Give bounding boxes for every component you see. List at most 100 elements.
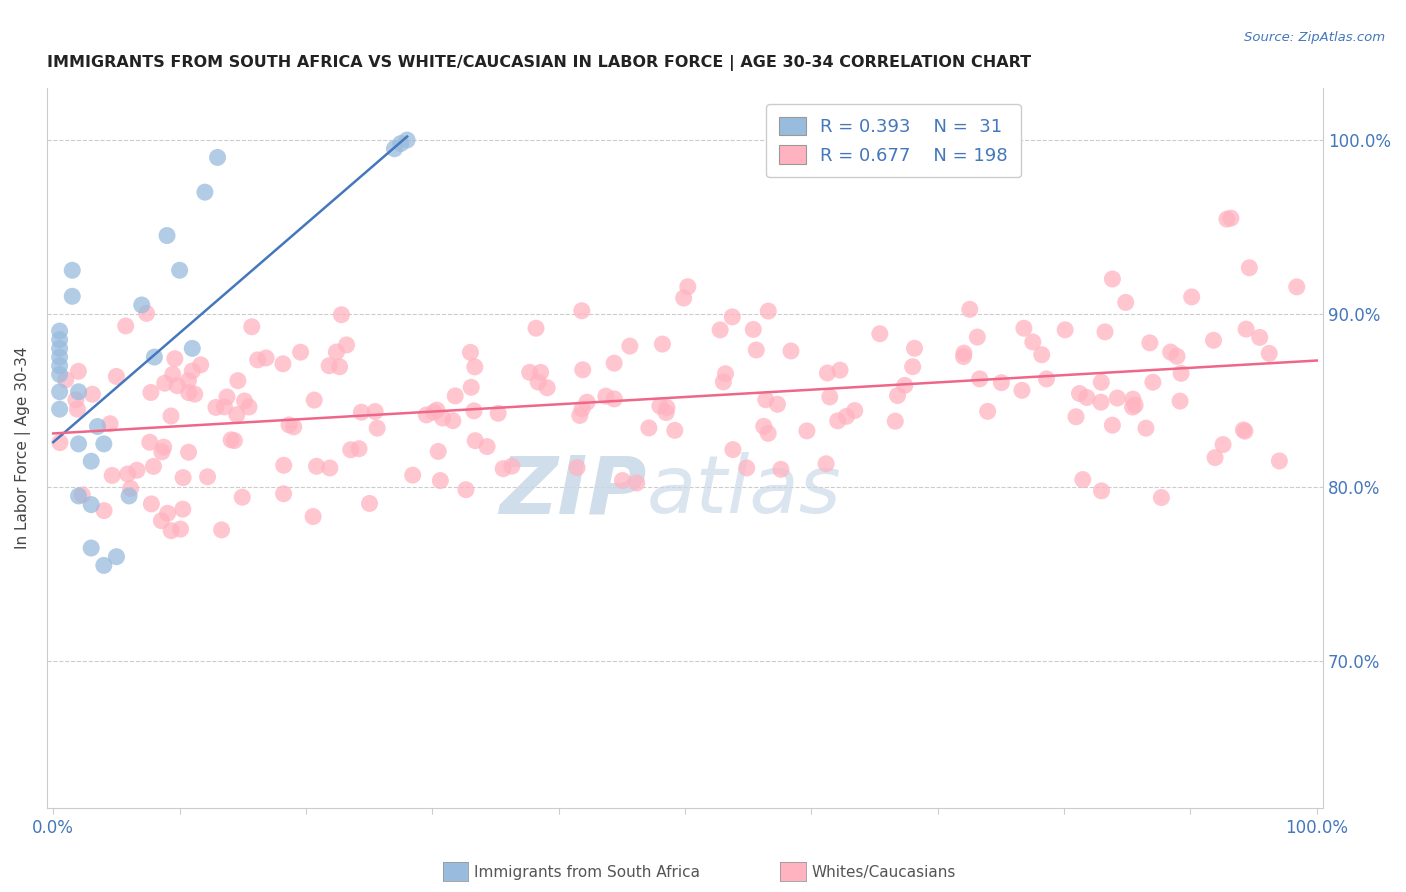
Point	[86, 419, 108, 434]
Point	[80, 541, 103, 555]
Point	[626, 475, 648, 490]
Point	[571, 363, 593, 377]
Legend: R = 0.393    N =  31, R = 0.677    N = 198: R = 0.393 N = 31, R = 0.677 N = 198	[766, 104, 1021, 178]
Point	[571, 401, 593, 416]
Point	[215, 390, 238, 404]
Point	[143, 350, 166, 364]
Point	[169, 522, 191, 536]
Point	[959, 302, 981, 317]
Point	[254, 351, 277, 365]
Point	[184, 387, 207, 401]
Point	[225, 408, 247, 422]
Point	[827, 414, 849, 428]
Point	[48, 402, 70, 417]
Point	[1170, 367, 1192, 381]
Point	[1090, 376, 1112, 390]
Point	[486, 406, 509, 420]
Point	[1239, 260, 1261, 275]
Point	[162, 368, 184, 382]
Point	[990, 376, 1012, 390]
Point	[172, 502, 194, 516]
Point	[756, 304, 779, 318]
Point	[396, 133, 419, 147]
Point	[1064, 409, 1087, 424]
Point	[817, 366, 839, 380]
Point	[117, 467, 139, 481]
Point	[347, 442, 370, 456]
Point	[709, 323, 731, 337]
Point	[1285, 280, 1308, 294]
Point	[427, 444, 450, 458]
Point	[969, 372, 991, 386]
Point	[1035, 372, 1057, 386]
Point	[755, 392, 778, 407]
Point	[664, 423, 686, 437]
Point	[80, 498, 103, 512]
Point	[72, 488, 94, 502]
Point	[952, 350, 974, 364]
Point	[869, 326, 891, 341]
Point	[339, 442, 361, 457]
Point	[524, 321, 547, 335]
Point	[655, 405, 678, 419]
Point	[568, 409, 591, 423]
Point	[283, 420, 305, 434]
Point	[318, 359, 340, 373]
Point	[114, 318, 136, 333]
Point	[55, 373, 77, 387]
Point	[1011, 384, 1033, 398]
Point	[1249, 330, 1271, 344]
Point	[444, 389, 467, 403]
Point	[903, 341, 925, 355]
Point	[672, 291, 695, 305]
Point	[460, 380, 482, 394]
Point	[571, 303, 593, 318]
Point	[901, 359, 924, 374]
Point	[205, 401, 228, 415]
Point	[93, 503, 115, 517]
Point	[1268, 454, 1291, 468]
Point	[177, 445, 200, 459]
Point	[1160, 345, 1182, 359]
Point	[886, 388, 908, 402]
Point	[48, 342, 70, 356]
Point	[384, 142, 406, 156]
Point	[177, 385, 200, 400]
Point	[156, 228, 179, 243]
Point	[735, 461, 758, 475]
Point	[160, 409, 183, 423]
Point	[1219, 211, 1241, 226]
Point	[240, 319, 263, 334]
Point	[426, 403, 449, 417]
Point	[364, 404, 387, 418]
Point	[1069, 386, 1091, 401]
Point	[527, 375, 550, 389]
Point	[1204, 450, 1226, 465]
Point	[48, 324, 70, 338]
Point	[98, 417, 121, 431]
Point	[1122, 392, 1144, 406]
Point	[711, 375, 734, 389]
Point	[194, 185, 217, 199]
Point	[48, 359, 70, 373]
Point	[156, 506, 179, 520]
Point	[766, 397, 789, 411]
Point	[67, 437, 90, 451]
Point	[233, 394, 256, 409]
Text: Immigrants from South Africa: Immigrants from South Africa	[474, 865, 700, 880]
Point	[105, 549, 128, 564]
Point	[501, 459, 523, 474]
Point	[454, 483, 477, 497]
Point	[160, 524, 183, 538]
Point	[475, 440, 498, 454]
Point	[1012, 321, 1035, 335]
Point	[1107, 391, 1129, 405]
Text: Whites/Caucasians: Whites/Caucasians	[811, 865, 956, 880]
Point	[172, 470, 194, 484]
Point	[894, 378, 917, 392]
Point	[231, 490, 253, 504]
Point	[150, 445, 173, 459]
Point	[619, 339, 641, 353]
Point	[460, 345, 482, 359]
Text: Source: ZipAtlas.com: Source: ZipAtlas.com	[1244, 31, 1385, 45]
